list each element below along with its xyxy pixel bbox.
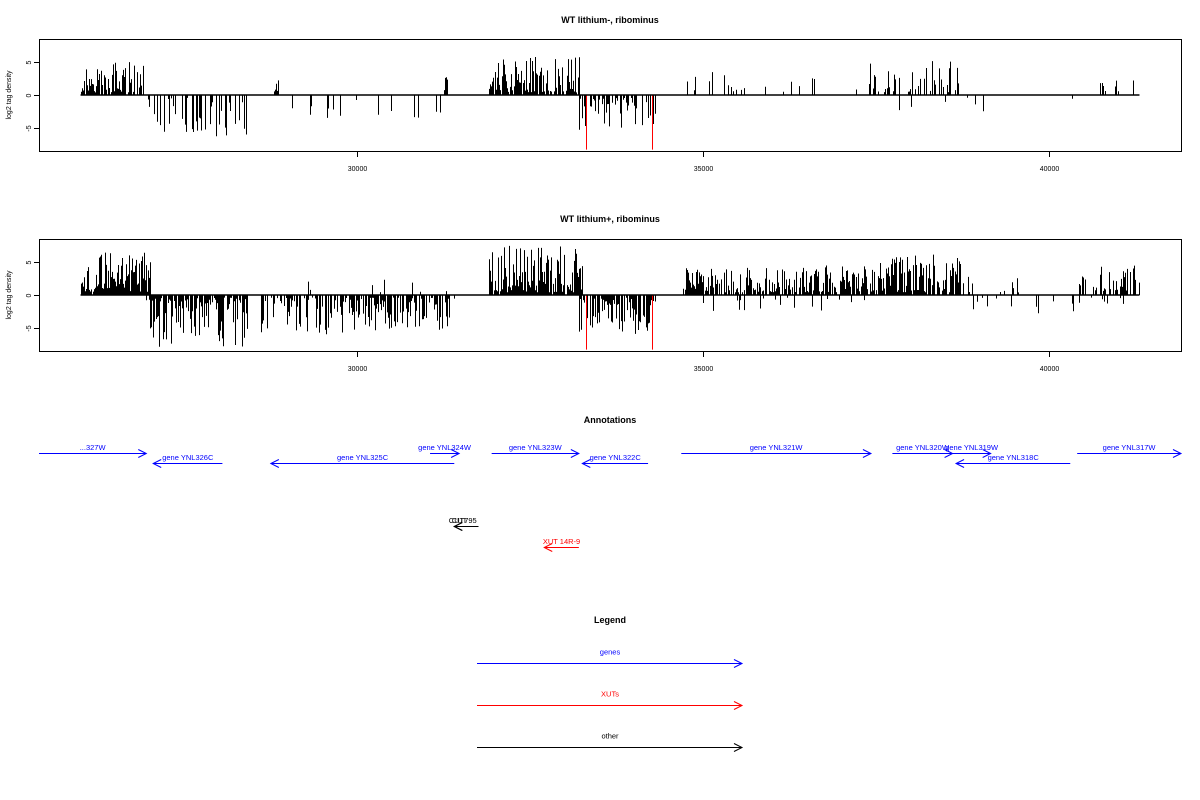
annotation-label: gene YNL324W [418,443,472,452]
legend-genes-arrowhead [733,659,744,668]
top-track-axes: 30000 35000 40000 5 0 -5 [26,39,1182,173]
legend-xuts-label: XUTs [601,690,619,699]
annotation-arrowhead [138,449,148,458]
legend-title: Legend [594,615,626,625]
annotation-label: CUT [452,516,468,525]
top-track-x-tick-label: 40000 [1040,166,1060,173]
annotation-features: ...327W gene YNL326C gene YNL325C gene YNL3… [39,443,1183,552]
top-track-y-tick-label: 5 [26,60,33,64]
bottom-track-y-tick-label: 5 [26,260,33,264]
annotation-label: gene YNL325C [337,453,389,462]
bottom-track-bars [81,245,1140,350]
top-track-title: WT lithium-, ribominus [561,15,659,25]
annotation-label: CUT795 [449,516,477,525]
annotation-arrowhead [453,522,463,531]
legend-other-label: other [601,732,619,741]
annotation-arrowhead [982,449,992,458]
annotation-arrowhead [1172,449,1183,458]
bottom-track-axes: 30000 35000 40000 5 0 -5 [26,239,1182,373]
top-track-x-tick-label: 30000 [348,166,368,173]
annotations-panel: Annotations ...327W gene YNL326C gene YNL3… [39,415,1183,552]
bottom-track-x-tick-label: 40000 [1040,366,1060,373]
annotation-label: gene YNL323W [509,443,563,452]
top-track-bars [81,57,1134,150]
annotations-title: Annotations [584,415,637,425]
bottom-track-y-tick-label: 0 [26,293,33,297]
bottom-track-title: WT lithium+, ribominus [560,214,660,224]
bottom-track-y-axis-label: log2 tag density [6,270,13,320]
annotation-arrowhead [954,459,965,468]
annotation-arrowhead [862,449,873,458]
bottom-track-x-tick-label: 35000 [694,366,714,373]
top-track-y-axis-label: log2 tag density [6,70,13,120]
bottom-track-panel: WT lithium+, ribominus log2 tag density … [6,214,1182,373]
legend-genes-label: genes [600,648,621,657]
legend-other-arrowhead [733,743,744,752]
top-track-panel: WT lithium-, ribominus log2 tag density … [6,15,1182,173]
legend-items: genes XUTs other [477,648,744,752]
legend-panel: Legend genes XUTs other [477,615,744,752]
annotation-label: XUT 14R-9 [543,537,580,546]
bottom-track-x-tick-label: 30000 [348,366,368,373]
annotation-label: gene YNL321W [750,443,804,452]
annotation-arrowhead [450,449,461,458]
bottom-track-y-tick-label: -5 [26,325,33,331]
annotation-arrowhead [581,459,591,468]
annotation-arrowhead [570,449,580,458]
annotation-label: ...327W [80,443,107,452]
annotation-label: gene YNL322C [590,453,642,462]
top-track-y-tick-label: -5 [26,125,33,131]
top-track-y-tick-label: 0 [26,93,33,97]
legend-xuts-arrowhead [733,701,744,710]
annotation-label: gene YNL317W [1103,443,1157,452]
annotation-label: gene YNL319W [945,443,999,452]
annotation-arrowhead [152,459,162,468]
annotation-label: gene YNL318C [988,453,1040,462]
annotation-arrowhead [269,459,280,468]
annotation-label: gene YNL326C [162,453,214,462]
annotation-label: gene YNL320W [896,443,950,452]
annotation-arrowhead [543,543,553,552]
top-track-x-tick-label: 35000 [694,166,714,173]
